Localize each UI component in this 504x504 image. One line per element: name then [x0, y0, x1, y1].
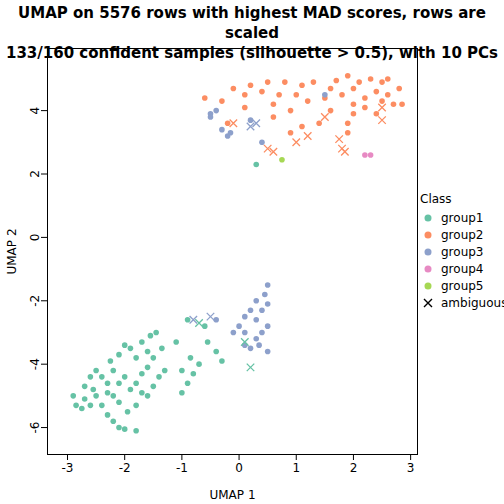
svg-text:2: 2 [28, 170, 42, 178]
svg-text:-2: -2 [28, 295, 42, 307]
html-text:group4: group4 [441, 261, 484, 276]
svg-text:-2: -2 [119, 461, 131, 475]
svg-text:-6: -6 [28, 422, 42, 434]
html-text:Class: Class [420, 192, 452, 206]
svg-text:-4: -4 [28, 358, 42, 370]
html-text:group1: group1 [441, 210, 484, 225]
svg-text:3: 3 [407, 461, 415, 475]
html-text:group2: group2 [441, 227, 484, 242]
html-text:group5: group5 [441, 278, 484, 293]
svg-text:UMAP 1: UMAP 1 [209, 488, 255, 502]
html-text:group3: group3 [441, 244, 484, 259]
svg-text:1: 1 [292, 461, 300, 475]
html-text:133/160 confident samples (sil: 133/160 confident samples (silhouette > … [6, 44, 498, 62]
svg-text:2: 2 [350, 461, 358, 475]
svg-text:-1: -1 [176, 461, 188, 475]
svg-text:0: 0 [28, 234, 42, 242]
svg-text:0: 0 [235, 461, 243, 475]
svg-text:UMAP 2: UMAP 2 [5, 228, 19, 274]
svg-text:4: 4 [28, 107, 42, 115]
html-text:UMAP on 5576 rows with highest: UMAP on 5576 rows with highest MAD score… [18, 4, 486, 42]
svg-text:-3: -3 [62, 461, 74, 475]
